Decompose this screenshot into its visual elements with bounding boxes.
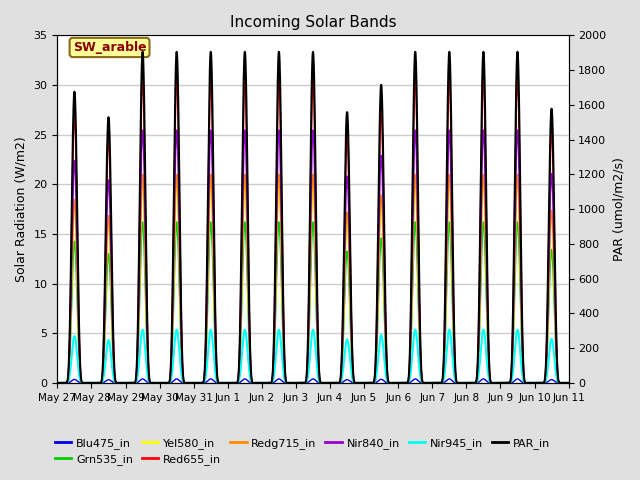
Red655_in: [245, 283, 253, 288]
Nir840_in: [563, 380, 571, 386]
Redg715_in: [157, 380, 165, 386]
Y-axis label: PAR (umol/m2/s): PAR (umol/m2/s): [612, 157, 625, 261]
Nir945_in: [163, 380, 171, 386]
PAR_in: [157, 380, 165, 386]
Redg715_in: [563, 380, 571, 386]
Line: Redg715_in: Redg715_in: [58, 175, 568, 383]
Line: Yel580_in: Yel580_in: [58, 180, 568, 383]
Blu475_in: [563, 380, 571, 386]
PAR_in: [54, 380, 61, 386]
Red655_in: [383, 370, 391, 375]
Red655_in: [157, 380, 165, 386]
Yel580_in: [245, 315, 253, 321]
Redg715_in: [54, 380, 61, 386]
Yel580_in: [54, 380, 61, 386]
Grn535_in: [564, 380, 572, 386]
PAR_in: [163, 380, 171, 386]
Text: SW_arable: SW_arable: [73, 41, 147, 54]
Nir840_in: [383, 372, 391, 377]
PAR_in: [564, 380, 572, 386]
Line: Nir840_in: Nir840_in: [58, 130, 568, 383]
PAR_in: [245, 275, 253, 280]
Line: Red655_in: Red655_in: [58, 78, 568, 383]
PAR_in: [514, 49, 522, 55]
Grn535_in: [514, 219, 522, 225]
Red655_in: [564, 380, 572, 386]
Blu475_in: [564, 380, 572, 386]
Blu475_in: [383, 380, 391, 385]
Blu475_in: [54, 380, 61, 386]
Redg715_in: [456, 380, 463, 386]
Yel580_in: [383, 373, 391, 379]
Redg715_in: [245, 313, 253, 319]
Nir945_in: [54, 380, 61, 386]
Nir840_in: [514, 127, 522, 133]
Yel580_in: [563, 380, 571, 386]
Red655_in: [514, 75, 522, 81]
Redg715_in: [514, 172, 522, 178]
Grn535_in: [563, 380, 571, 386]
Blu475_in: [157, 380, 165, 386]
Grn535_in: [456, 380, 463, 386]
Nir945_in: [514, 327, 522, 333]
Nir945_in: [157, 380, 165, 386]
Line: Nir945_in: Nir945_in: [58, 330, 568, 383]
Nir840_in: [456, 380, 463, 386]
Nir840_in: [245, 300, 253, 305]
Red655_in: [163, 380, 171, 386]
Title: Incoming Solar Bands: Incoming Solar Bands: [230, 15, 396, 30]
Yel580_in: [163, 380, 171, 386]
Blu475_in: [514, 376, 522, 382]
Blu475_in: [163, 380, 171, 386]
Blu475_in: [456, 380, 463, 386]
PAR_in: [456, 380, 463, 386]
PAR_in: [563, 380, 571, 386]
Red655_in: [54, 380, 61, 386]
Grn535_in: [163, 380, 171, 386]
Grn535_in: [54, 380, 61, 386]
Nir945_in: [456, 380, 463, 386]
Red655_in: [563, 380, 571, 386]
Nir945_in: [564, 380, 572, 386]
Nir945_in: [245, 363, 253, 369]
Line: PAR_in: PAR_in: [58, 52, 568, 383]
Nir840_in: [564, 380, 572, 386]
Nir840_in: [54, 380, 61, 386]
Line: Grn535_in: Grn535_in: [58, 222, 568, 383]
Yel580_in: [157, 380, 165, 386]
Grn535_in: [245, 329, 253, 335]
Legend: Blu475_in, Grn535_in, Yel580_in, Red655_in, Redg715_in, Nir840_in, Nir945_in, PA: Blu475_in, Grn535_in, Yel580_in, Red655_…: [51, 433, 555, 469]
Grn535_in: [383, 374, 391, 380]
Redg715_in: [383, 373, 391, 379]
Redg715_in: [163, 380, 171, 386]
Nir945_in: [383, 378, 391, 384]
Blu475_in: [245, 379, 253, 384]
Yel580_in: [564, 380, 572, 386]
Y-axis label: Solar Radiation (W/m2): Solar Radiation (W/m2): [15, 136, 28, 282]
PAR_in: [383, 369, 391, 374]
Red655_in: [456, 380, 463, 386]
Nir840_in: [163, 380, 171, 386]
Nir840_in: [157, 380, 165, 386]
Line: Blu475_in: Blu475_in: [58, 379, 568, 383]
Yel580_in: [514, 177, 522, 182]
Nir945_in: [563, 380, 571, 386]
Redg715_in: [564, 380, 572, 386]
Grn535_in: [157, 380, 165, 386]
Yel580_in: [456, 380, 463, 386]
